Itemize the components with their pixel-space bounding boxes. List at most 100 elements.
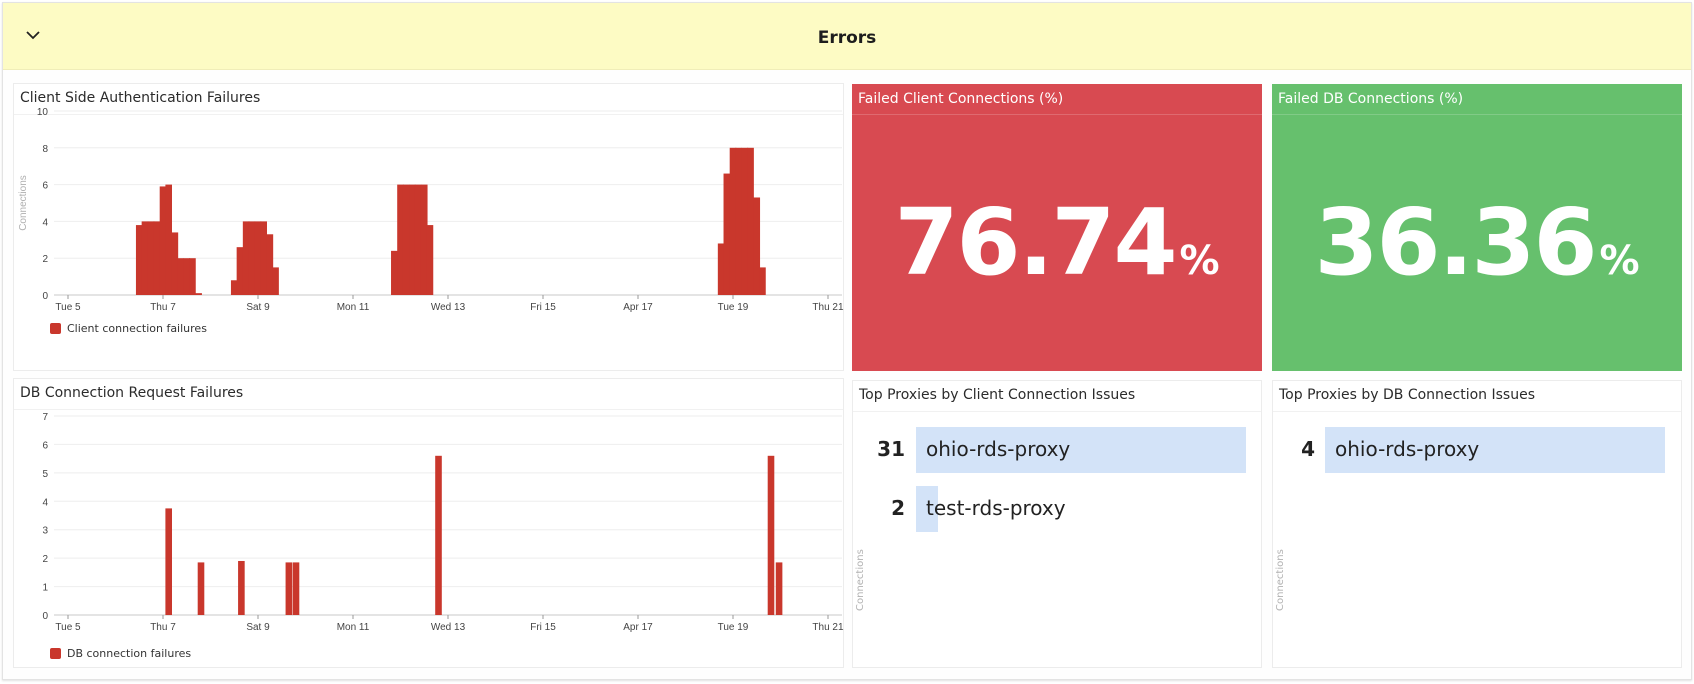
chart-bar[interactable] xyxy=(391,250,398,295)
divider xyxy=(14,409,843,410)
y-tick-label: 0 xyxy=(42,611,48,622)
failed-db-connections-panel[interactable]: Failed DB Connections (%) 36.36% xyxy=(1272,84,1682,371)
y-tick-label: 4 xyxy=(42,217,48,228)
db-request-bar-chart[interactable]: 0 1 2 3 4 5 6 7 Tue 5 Thu 7 Sat 9 Mon 11 Wed 13 Fri 1… xyxy=(14,379,845,669)
top-proxies-db-panel[interactable]: Top Proxies by DB Connection Issues Conn… xyxy=(1272,380,1682,668)
chart-bar[interactable] xyxy=(189,258,196,295)
chart-bar[interactable] xyxy=(292,562,300,615)
legend-swatch xyxy=(50,323,61,334)
chart-bar[interactable] xyxy=(402,184,410,295)
x-tick-label: Fri 15 xyxy=(530,622,556,633)
chart-bar[interactable] xyxy=(177,258,184,295)
y-tick-label: 3 xyxy=(42,526,48,537)
chart-bar[interactable] xyxy=(753,197,761,295)
panel-title: DB Connection Request Failures xyxy=(20,385,244,401)
y-tick-label: 6 xyxy=(42,440,48,451)
toplist-count: 31 xyxy=(877,437,905,461)
chart-bar[interactable] xyxy=(735,147,742,295)
client-auth-failures-panel[interactable]: Client Side Authentication Failures 0 2 4 6… xyxy=(13,83,844,371)
chart-legend[interactable]: Client connection failures xyxy=(50,322,207,335)
chart-bar[interactable] xyxy=(171,232,179,295)
chart-bar[interactable] xyxy=(254,221,262,295)
chart-bar[interactable] xyxy=(747,147,754,295)
y-axis-label: Connections xyxy=(855,549,866,611)
chart-bar[interactable] xyxy=(775,562,783,615)
chart-legend[interactable]: DB connection failures xyxy=(50,647,191,660)
chart-bar[interactable] xyxy=(723,173,731,295)
x-tick-label: Mon 11 xyxy=(337,302,370,313)
legend-label: Client connection failures xyxy=(67,322,207,335)
db-request-failures-panel[interactable]: DB Connection Request Failures 0 1 2 3 4 5 6 7 T… xyxy=(13,378,844,668)
toplist-count: 4 xyxy=(1301,437,1315,461)
chart-bar[interactable] xyxy=(397,184,404,295)
x-tick-label: Tue 19 xyxy=(718,302,749,313)
group-header[interactable]: Errors xyxy=(3,3,1691,70)
toplist-row[interactable]: 4 ohio-rds-proxy xyxy=(1273,427,1681,473)
chart-bar[interactable] xyxy=(183,258,191,295)
chart-bar[interactable] xyxy=(238,560,245,615)
chart-bar[interactable] xyxy=(285,562,293,615)
y-axis-label: Connections xyxy=(18,175,29,231)
chart-bar[interactable] xyxy=(147,221,155,295)
chart-bar[interactable] xyxy=(272,267,279,295)
toplist-count: 2 xyxy=(891,496,905,520)
x-tick-label: Thu 7 xyxy=(150,302,176,313)
chart-bar[interactable] xyxy=(260,221,267,295)
x-tick-label: Wed 13 xyxy=(431,302,466,313)
divider xyxy=(853,411,1261,412)
chart-bar[interactable] xyxy=(409,184,416,295)
toplist-row[interactable]: 2 test-rds-proxy xyxy=(853,486,1261,532)
x-tick-label: Sat 9 xyxy=(246,622,270,633)
toplist-name: ohio-rds-proxy xyxy=(1335,437,1480,461)
chart-bar[interactable] xyxy=(426,225,434,295)
chart-bar[interactable] xyxy=(414,184,422,295)
chart-bar[interactable] xyxy=(135,225,143,295)
x-tick-label: Thu 21 xyxy=(812,622,844,633)
y-tick-label: 1 xyxy=(42,583,48,594)
client-auth-bar-chart[interactable]: 0 2 4 6 8 10 Connections Tue 5 Thu 7 Sat 9 Mon 11 W… xyxy=(14,84,845,372)
panel-title: Client Side Authentication Failures xyxy=(20,90,261,106)
chart-bar[interactable] xyxy=(153,221,161,295)
chart-bar[interactable] xyxy=(767,455,775,615)
chart-bar[interactable] xyxy=(236,247,244,295)
stat-number: 36.36 xyxy=(1314,189,1597,296)
toplist-bar xyxy=(916,486,938,532)
chart-bar[interactable] xyxy=(159,186,167,295)
stat-unit: % xyxy=(1179,238,1220,284)
x-tick-label: Fri 15 xyxy=(530,302,556,313)
chart-bar[interactable] xyxy=(141,221,149,295)
chart-bar[interactable] xyxy=(741,147,749,295)
x-tick-label: Tue 5 xyxy=(55,302,81,313)
stat-number: 76.74 xyxy=(894,189,1177,296)
y-tick-label: 2 xyxy=(42,254,48,265)
y-tick-label: 6 xyxy=(42,181,48,192)
failed-client-connections-panel[interactable]: Failed Client Connections (%) 76.74% xyxy=(852,84,1262,371)
toplist-name: test-rds-proxy xyxy=(926,496,1066,520)
y-tick-label: 7 xyxy=(42,412,48,423)
chart-bar[interactable] xyxy=(266,234,274,295)
x-tick-label: Wed 13 xyxy=(431,622,466,633)
chart-bar[interactable] xyxy=(717,243,725,295)
chart-bar[interactable] xyxy=(248,221,256,295)
legend-label: DB connection failures xyxy=(67,647,192,660)
chart-bar[interactable] xyxy=(420,184,428,295)
y-tick-label: 10 xyxy=(37,107,49,118)
divider xyxy=(1272,114,1682,115)
stat-value: 76.74% xyxy=(852,189,1262,296)
top-proxies-client-panel[interactable]: Top Proxies by Client Connection Issues … xyxy=(852,380,1262,668)
chart-bar[interactable] xyxy=(195,293,202,295)
chart-bar[interactable] xyxy=(165,184,172,295)
y-tick-label: 2 xyxy=(42,554,48,565)
chart-bar[interactable] xyxy=(435,455,442,615)
x-tick-label: Tue 19 xyxy=(718,622,749,633)
chart-bar[interactable] xyxy=(165,508,172,615)
x-tick-label: Sat 9 xyxy=(246,302,270,313)
chart-bar[interactable] xyxy=(197,562,205,615)
chevron-down-icon[interactable] xyxy=(25,29,41,41)
toplist-row[interactable]: 31 ohio-rds-proxy xyxy=(853,427,1261,473)
stat-unit: % xyxy=(1599,238,1640,284)
chart-bar[interactable] xyxy=(242,221,250,295)
chart-bar[interactable] xyxy=(759,267,766,295)
chart-bar[interactable] xyxy=(729,147,737,295)
chart-bar[interactable] xyxy=(230,280,238,295)
